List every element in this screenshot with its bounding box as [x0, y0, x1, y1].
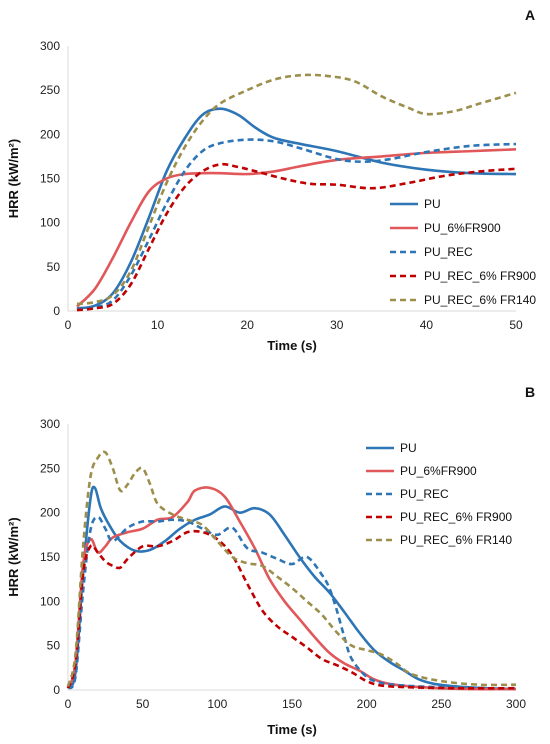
- x-tick-label: 20: [241, 318, 255, 332]
- y-axis-title: HRR (kW/m²): [6, 139, 21, 218]
- legend-entry: PU_REC_6% FR140: [400, 533, 512, 547]
- legend-entry: PU_6%FR900: [424, 221, 501, 235]
- legend-entry: PU_REC: [424, 245, 473, 259]
- y-tick-label: 100: [40, 594, 60, 608]
- x-tick-label: 10: [151, 318, 165, 332]
- legend-entry: PU_6%FR900: [400, 464, 477, 478]
- legend-entry: PU: [400, 441, 417, 455]
- y-tick-label: 50: [47, 639, 61, 653]
- series-line-4: [76, 73, 517, 306]
- series-line-2: [76, 138, 517, 311]
- chart-B: B 0 50 100 150 200 250 300 0 50 100 150 200 250 300 Tim…: [6, 384, 535, 737]
- series-line-4: [66, 450, 517, 687]
- panel-label: A: [525, 7, 535, 23]
- y-tick-label: 0: [53, 304, 60, 318]
- y-axis-title: HRR (kW/m²): [6, 517, 21, 596]
- legend-entry: PU_REC_6% FR140: [424, 293, 536, 307]
- chart-A: A 0 50 100 150 200 250 300 0 10 20 30 40 50 Time (s) HR…: [6, 7, 536, 353]
- panel-label: B: [525, 384, 535, 400]
- legend-entry: PU_REC: [400, 487, 449, 501]
- y-tick-label: 300: [40, 417, 60, 431]
- y-tick-label: 250: [40, 83, 60, 97]
- y-tick-label: 100: [40, 216, 60, 230]
- y-tick-label: 50: [47, 260, 61, 274]
- y-tick-label: 150: [40, 550, 60, 564]
- y-tick-label: 150: [40, 172, 60, 186]
- y-tick-label: 200: [40, 127, 60, 141]
- y-tick-label: 200: [40, 506, 60, 520]
- y-tick-label: 250: [40, 461, 60, 475]
- series-line-1: [66, 486, 517, 691]
- x-tick-label: 200: [357, 697, 377, 711]
- legend-entry: PU_REC_6% FR900: [424, 269, 536, 283]
- x-tick-label: 150: [282, 697, 302, 711]
- x-tick-label: 0: [65, 697, 72, 711]
- x-tick-label: 250: [431, 697, 451, 711]
- series-line-0: [76, 107, 517, 310]
- series-line-1: [76, 148, 517, 308]
- series-line-3: [76, 162, 517, 312]
- x-tick-label: 100: [207, 697, 227, 711]
- x-tick-label: 30: [330, 318, 344, 332]
- x-axis-title: Time (s): [267, 338, 317, 353]
- series-line-3: [66, 529, 517, 690]
- x-tick-label: 40: [420, 318, 434, 332]
- series-line-0: [66, 485, 517, 691]
- series-line-2: [66, 515, 517, 690]
- x-tick-label: 50: [509, 318, 523, 332]
- x-tick-label: 300: [506, 697, 526, 711]
- legend-entry: PU: [424, 197, 441, 211]
- x-axis-title: Time (s): [267, 722, 317, 737]
- x-tick-label: 50: [136, 697, 150, 711]
- y-tick-label: 0: [53, 683, 60, 697]
- x-tick-label: 0: [65, 318, 72, 332]
- legend-entry: PU_REC_6% FR900: [400, 510, 512, 524]
- y-tick-label: 300: [40, 39, 60, 53]
